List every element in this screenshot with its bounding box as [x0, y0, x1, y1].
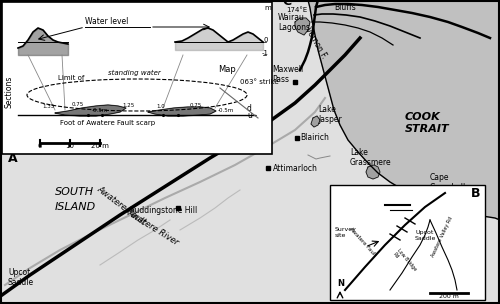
Text: d: d [247, 104, 252, 113]
Text: Awatere River: Awatere River [125, 208, 180, 247]
Bar [2, 2, 272, 154]
Text: Low Bridge
Rd: Low Bridge Rd [392, 248, 418, 276]
Text: SOUTH: SOUTH [55, 187, 94, 197]
Text: Wairau
Lagoons: Wairau Lagoons [278, 12, 310, 32]
Text: STRAIT: STRAIT [405, 124, 450, 134]
Text: -1: -1 [262, 50, 269, 56]
Text: 0: 0 [393, 292, 397, 298]
Bar [330, 185, 485, 300]
Text: C: C [282, 0, 291, 8]
Text: Lake
Grassmere: Lake Grassmere [350, 148, 392, 167]
Text: Lake
Jasper: Lake Jasper [318, 105, 342, 124]
Text: Maxwell
Pass: Maxwell Pass [272, 65, 303, 84]
Polygon shape [366, 165, 380, 179]
Polygon shape [395, 287, 420, 293]
Text: Map: Map [218, 65, 236, 74]
Text: Upcot
Saddle: Upcot Saddle [8, 268, 34, 287]
Text: 5: 5 [418, 292, 422, 298]
Text: Sections: Sections [4, 76, 14, 108]
Text: Attimarloch: Attimarloch [273, 164, 318, 173]
Polygon shape [295, 18, 310, 35]
Text: Water level: Water level [85, 17, 128, 26]
Text: 063° strike: 063° strike [240, 79, 279, 85]
Text: 1.25: 1.25 [122, 103, 134, 108]
Text: Survey
site: Survey site [335, 227, 357, 238]
Text: 174°E: 174°E [286, 7, 307, 13]
Text: Vernon F.: Vernon F. [303, 26, 328, 60]
Text: 10: 10 [66, 143, 74, 149]
Text: 200 m: 200 m [439, 294, 459, 299]
Text: N: N [337, 279, 344, 288]
Text: standing water: standing water [108, 70, 161, 76]
Text: ISLAND: ISLAND [55, 202, 96, 212]
Polygon shape [308, 0, 500, 304]
Text: 0.75: 0.75 [72, 102, 84, 107]
Text: m: m [264, 5, 271, 11]
Text: Limit of: Limit of [58, 75, 84, 81]
Text: 10 km: 10 km [434, 292, 456, 298]
Text: White
Bluffs: White Bluffs [334, 0, 356, 12]
Text: N: N [465, 275, 474, 285]
Polygon shape [420, 287, 445, 293]
Text: 0.75: 0.75 [190, 103, 202, 108]
Text: Awatere Valley Rd: Awatere Valley Rd [430, 216, 453, 258]
Text: 0: 0 [38, 143, 42, 149]
Text: 1.0: 1.0 [156, 104, 165, 109]
Text: Foot of Awatere Fault scarp: Foot of Awatere Fault scarp [60, 120, 155, 126]
Text: Awatere Fault: Awatere Fault [348, 227, 377, 258]
Text: Puddingstone Hill: Puddingstone Hill [130, 206, 197, 215]
Polygon shape [311, 116, 320, 127]
Text: Cape
Campbell: Cape Campbell [430, 173, 466, 192]
Text: Blairich: Blairich [300, 133, 329, 142]
Text: -0.5m: -0.5m [218, 108, 234, 113]
Polygon shape [55, 105, 126, 116]
Text: COOK: COOK [405, 112, 441, 122]
Text: B: B [471, 187, 480, 200]
Text: Awatere Fault: Awatere Fault [95, 185, 147, 227]
Text: u: u [247, 111, 252, 120]
Text: 0: 0 [264, 37, 268, 43]
Text: Upcot
Saddle: Upcot Saddle [415, 230, 436, 241]
Text: -0.5m: -0.5m [92, 108, 108, 113]
Polygon shape [148, 107, 216, 116]
Text: 1.35: 1.35 [42, 104, 54, 109]
Text: Flaxbourne: Flaxbourne [422, 224, 465, 233]
Text: 20 m: 20 m [91, 143, 109, 149]
Text: A: A [8, 152, 18, 165]
